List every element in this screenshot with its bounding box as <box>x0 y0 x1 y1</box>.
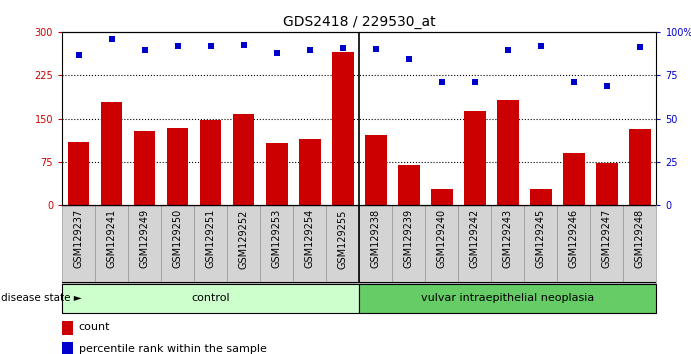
Point <box>569 79 580 85</box>
Bar <box>200 120 222 205</box>
Text: GSM129243: GSM129243 <box>503 209 513 268</box>
Text: GSM129247: GSM129247 <box>602 209 612 268</box>
Text: GSM129248: GSM129248 <box>635 209 645 268</box>
Text: GSM129250: GSM129250 <box>173 209 182 268</box>
Text: GSM129241: GSM129241 <box>106 209 117 268</box>
Bar <box>590 205 623 283</box>
Bar <box>95 205 129 283</box>
Text: GSM129249: GSM129249 <box>140 209 150 268</box>
Bar <box>167 129 189 205</box>
Point <box>469 79 480 85</box>
Bar <box>299 139 321 205</box>
Text: GSM129251: GSM129251 <box>206 209 216 268</box>
Bar <box>68 142 89 205</box>
Bar <box>194 205 227 283</box>
Point <box>205 44 216 49</box>
Point <box>601 83 612 88</box>
Point <box>172 44 183 49</box>
Point <box>502 47 513 53</box>
Text: vulvar intraepithelial neoplasia: vulvar intraepithelial neoplasia <box>422 293 594 303</box>
Text: GSM129254: GSM129254 <box>305 209 315 268</box>
Bar <box>293 205 326 283</box>
Bar <box>129 205 161 283</box>
Bar <box>101 102 122 205</box>
Point <box>370 46 381 52</box>
Bar <box>630 129 651 205</box>
Bar <box>332 52 354 205</box>
Bar <box>431 189 453 205</box>
Bar <box>491 205 524 283</box>
Text: control: control <box>191 293 230 303</box>
Bar <box>458 205 491 283</box>
Point <box>634 45 645 50</box>
Text: GSM129240: GSM129240 <box>437 209 447 268</box>
Bar <box>134 131 155 205</box>
Bar <box>326 205 359 283</box>
Point <box>106 36 117 42</box>
Text: count: count <box>79 322 111 332</box>
Point <box>337 45 348 51</box>
Bar <box>266 143 287 205</box>
Point <box>536 44 547 49</box>
Bar <box>62 205 95 283</box>
Bar <box>524 205 558 283</box>
Point <box>404 56 415 62</box>
Text: GSM129242: GSM129242 <box>470 209 480 268</box>
Bar <box>62 321 73 335</box>
Bar <box>497 99 519 205</box>
Text: GSM129245: GSM129245 <box>536 209 546 268</box>
Bar <box>227 205 261 283</box>
Point <box>436 79 447 85</box>
Bar <box>233 114 254 205</box>
Bar <box>392 205 426 283</box>
Bar <box>558 205 590 283</box>
Text: GSM129253: GSM129253 <box>272 209 282 268</box>
Bar <box>530 189 551 205</box>
Bar <box>161 205 194 283</box>
Bar <box>596 163 618 205</box>
Text: GSM129255: GSM129255 <box>338 209 348 269</box>
Text: GSM129239: GSM129239 <box>404 209 414 268</box>
Bar <box>62 284 359 313</box>
Text: GSM129238: GSM129238 <box>371 209 381 268</box>
Bar <box>359 205 392 283</box>
Bar <box>563 153 585 205</box>
Bar <box>365 135 386 205</box>
Bar <box>261 205 293 283</box>
Point <box>139 47 150 53</box>
Bar <box>62 342 73 354</box>
Point <box>304 47 315 53</box>
Bar <box>623 205 656 283</box>
Text: GSM129246: GSM129246 <box>569 209 579 268</box>
Text: GSM129252: GSM129252 <box>239 209 249 269</box>
Title: GDS2418 / 229530_at: GDS2418 / 229530_at <box>283 16 435 29</box>
Bar <box>398 165 419 205</box>
Text: percentile rank within the sample: percentile rank within the sample <box>79 344 267 354</box>
Bar <box>426 205 458 283</box>
Text: disease state ►: disease state ► <box>1 293 82 303</box>
Bar <box>464 111 486 205</box>
Point <box>73 52 84 58</box>
Bar <box>359 284 656 313</box>
Text: GSM129237: GSM129237 <box>74 209 84 268</box>
Point <box>238 42 249 47</box>
Point <box>272 50 283 56</box>
